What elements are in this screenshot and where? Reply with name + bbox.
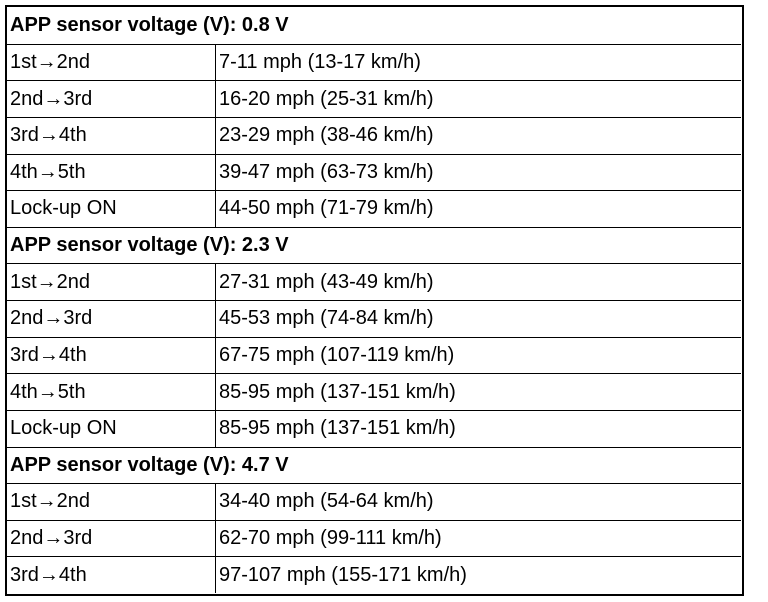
shift-speed: 39-47 mph (63-73 km/h) [215,153,741,191]
shift-speed: 16-20 mph (25-31 km/h) [215,80,741,117]
shift-speed: 23-29 mph (38-46 km/h) [215,116,741,154]
shift-label: 2nd→3rd [7,80,215,117]
shift-label: 1st→2nd [7,483,215,520]
shift-label: 3rd→4th [7,336,215,374]
shift-speed-table: APP sensor voltage (V): 0.8 V 1st→2nd 7-11… [5,5,744,596]
shift-label: 2nd→3rd [7,300,215,337]
shift-speed: 34-40 mph (54-64 km/h) [215,483,741,520]
shift-speed: 97-107 mph (155-171 km/h) [215,556,741,593]
shift-speed: 7-11 mph (13-17 km/h) [215,43,741,81]
shift-speed: 67-75 mph (107-119 km/h) [215,336,741,374]
shift-speed: 27-31 mph (43-49 km/h) [215,263,741,300]
shift-speed: 85-95 mph (137-151 km/h) [215,409,741,447]
shift-label: 3rd→4th [7,556,215,593]
shift-speed: 62-70 mph (99-111 km/h) [215,519,741,557]
section-heading: APP sensor voltage (V): 4.7 V [7,446,741,484]
shift-label: 4th→5th [7,373,215,410]
section-heading: APP sensor voltage (V): 2.3 V [7,226,741,264]
shift-speed: 44-50 mph (71-79 km/h) [215,190,741,227]
shift-label: Lock-up ON [7,409,215,447]
shift-label: 1st→2nd [7,43,215,81]
shift-label: 3rd→4th [7,116,215,154]
shift-label: 2nd→3rd [7,519,215,557]
shift-speed: 45-53 mph (74-84 km/h) [215,300,741,337]
shift-label: 4th→5th [7,153,215,191]
section-heading: APP sensor voltage (V): 0.8 V [10,13,289,36]
shift-label: 1st→2nd [7,263,215,300]
shift-label: Lock-up ON [7,190,215,227]
shift-speed: 85-95 mph (137-151 km/h) [215,373,741,410]
